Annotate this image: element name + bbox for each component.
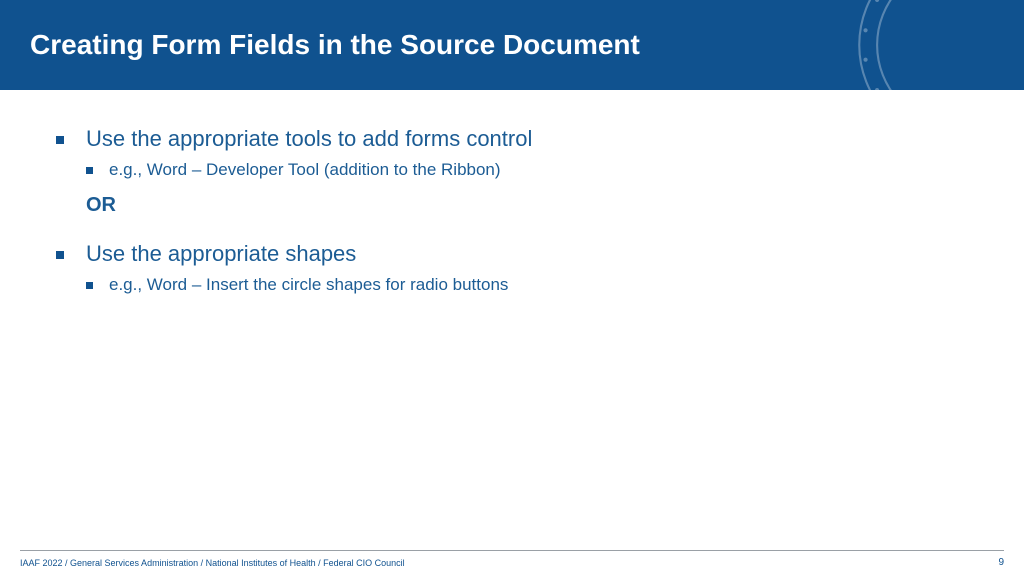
content-area: Use the appropriate tools to add forms c…	[0, 90, 1024, 576]
square-bullet-icon	[86, 167, 93, 174]
or-separator: OR	[86, 194, 974, 217]
sub-bullet-item-2: e.g., Word – Insert the circle shapes fo…	[86, 275, 974, 295]
square-bullet-icon	[56, 136, 64, 144]
footer: IAAF 2022 / General Services Administrat…	[0, 550, 1024, 576]
sub-bullet-text: e.g., Word – Developer Tool (addition to…	[109, 160, 501, 180]
slide: Creating Form Fields in the Source Docum…	[0, 0, 1024, 576]
footer-attribution: IAAF 2022 / General Services Administrat…	[20, 558, 405, 568]
bullet-text: Use the appropriate shapes	[86, 241, 356, 267]
bullet-text: Use the appropriate tools to add forms c…	[86, 126, 532, 152]
seal-decoration-icon	[854, 0, 1024, 90]
bullet-item-2: Use the appropriate shapes	[56, 241, 974, 267]
square-bullet-icon	[86, 282, 93, 289]
footer-row: IAAF 2022 / General Services Administrat…	[20, 557, 1004, 568]
slide-title: Creating Form Fields in the Source Docum…	[30, 29, 640, 61]
square-bullet-icon	[56, 251, 64, 259]
footer-divider	[20, 550, 1004, 551]
bullet-item-1: Use the appropriate tools to add forms c…	[56, 126, 974, 152]
sub-bullet-item-1: e.g., Word – Developer Tool (addition to…	[86, 160, 974, 180]
sub-bullet-text: e.g., Word – Insert the circle shapes fo…	[109, 275, 508, 295]
page-number: 9	[998, 557, 1004, 568]
header-band: Creating Form Fields in the Source Docum…	[0, 0, 1024, 90]
